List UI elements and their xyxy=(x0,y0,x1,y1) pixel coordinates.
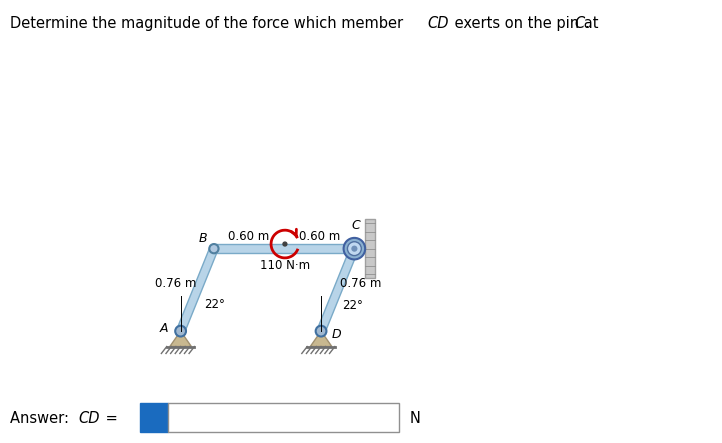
Text: C: C xyxy=(352,219,360,232)
Polygon shape xyxy=(310,331,332,346)
Text: CD: CD xyxy=(78,411,100,426)
Polygon shape xyxy=(317,247,358,333)
Polygon shape xyxy=(177,247,218,333)
Text: C: C xyxy=(574,16,584,31)
Text: 22°: 22° xyxy=(204,298,225,311)
Polygon shape xyxy=(214,245,355,253)
Text: CD: CD xyxy=(427,16,449,31)
Text: 0.60 m: 0.60 m xyxy=(228,230,269,243)
Text: 110 N·m: 110 N·m xyxy=(260,259,310,272)
Circle shape xyxy=(352,245,357,252)
Text: 0.76 m: 0.76 m xyxy=(340,277,381,290)
Text: i: i xyxy=(152,410,156,425)
Text: 0.76 m: 0.76 m xyxy=(155,277,196,290)
Text: Answer:: Answer: xyxy=(10,411,74,426)
Text: A: A xyxy=(160,322,168,334)
Circle shape xyxy=(344,238,365,260)
Text: 0.60 m: 0.60 m xyxy=(299,230,340,243)
Text: Determine the magnitude of the force which member: Determine the magnitude of the force whi… xyxy=(10,16,408,31)
Text: D: D xyxy=(331,328,342,341)
Text: N: N xyxy=(409,411,420,426)
Circle shape xyxy=(209,244,219,253)
Text: B: B xyxy=(199,232,207,245)
Circle shape xyxy=(316,326,326,337)
Text: 22°: 22° xyxy=(343,299,363,312)
Circle shape xyxy=(347,242,361,256)
Circle shape xyxy=(175,326,186,337)
Bar xyxy=(365,219,375,278)
Circle shape xyxy=(283,242,287,246)
Polygon shape xyxy=(170,331,191,346)
Text: exerts on the pin at: exerts on the pin at xyxy=(450,16,603,31)
Text: .: . xyxy=(584,16,589,31)
Text: =: = xyxy=(101,411,123,426)
